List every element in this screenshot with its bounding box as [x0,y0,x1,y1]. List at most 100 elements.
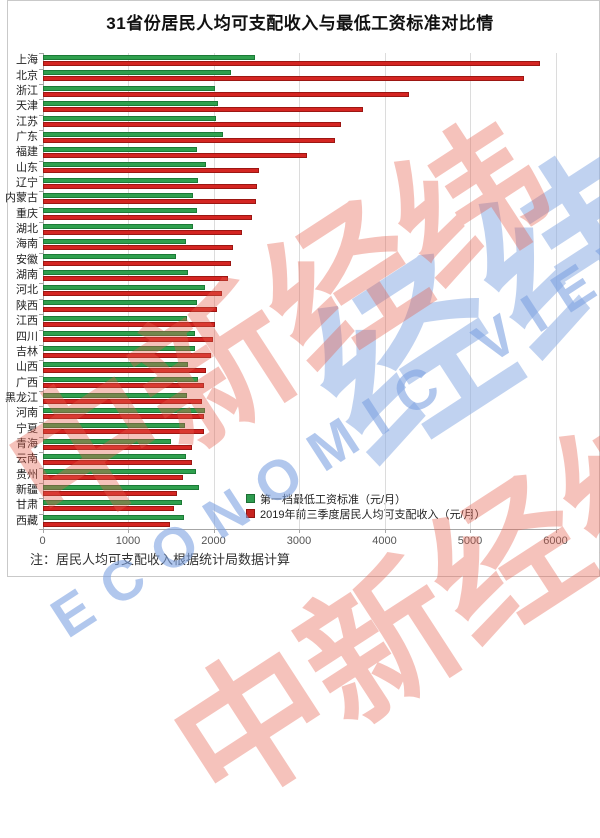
y-axis-tick [38,129,43,131]
min-wage-bar [43,116,216,122]
province-label: 山东 [16,161,38,174]
province-label: 北京 [16,69,38,82]
x-axis-tick [213,529,215,534]
y-axis-tick [38,360,43,362]
min-wage-bar [43,438,172,444]
x-axis-tick [470,529,471,534]
province-label: 山西 [16,361,38,374]
income-bar [43,475,183,481]
legend-swatch-red [246,509,255,518]
income-bar [43,460,192,466]
min-wage-bar [43,346,196,352]
min-wage-bar [43,285,206,291]
income-bar [43,352,211,358]
province-label: 新疆 [16,484,38,496]
y-axis-tick [38,160,43,162]
chart-legend: 第一档最低工资标准（元/月） 2019年前三季度居民人均可支配收入（元/月） [246,491,486,521]
y-axis-tick [38,114,43,116]
province-label: 江西 [16,315,38,328]
province-label: 陕西 [16,299,38,312]
footnote: 注：居民人均可支配收入根据统计局数据计算 [30,552,291,567]
x-axis-label: 5000 [457,535,483,548]
province-label: 河南 [16,407,38,420]
income-bar [43,229,243,235]
income-bar [43,337,214,343]
province-label: 云南 [16,453,38,466]
x-axis-tick [555,529,557,534]
y-axis-tick [38,314,43,316]
min-wage-bar [43,423,185,429]
min-wage-bar [43,254,176,260]
income-bar [43,321,215,327]
income-bar [43,76,524,82]
y-axis-tick [38,206,43,208]
x-axis-tick [299,529,300,534]
gridline-4000 [384,53,386,530]
min-wage-bar [43,331,196,337]
y-axis-tick [38,452,43,454]
x-axis-tick [128,529,129,534]
province-label: 广西 [16,376,38,389]
income-bar [43,444,192,450]
min-wage-bar [43,453,186,459]
x-axis-label: 2000 [201,535,226,548]
y-axis-tick [38,406,43,408]
gridline-1000 [128,53,129,530]
legend-item-income: 2019年前三季度居民人均可支配收入（元/月） [246,506,486,521]
province-label: 安徽 [16,253,38,266]
y-axis-tick [38,498,43,500]
min-wage-bar [43,361,189,367]
y-axis-tick [38,53,43,55]
y-axis-tick [38,513,43,515]
province-label: 西藏 [16,514,38,527]
y-axis-tick [38,329,43,331]
y-axis-tick [38,529,43,531]
income-bar [43,383,204,389]
y-axis-tick [38,176,43,177]
min-wage-bar [43,269,189,275]
province-label: 江苏 [16,115,38,128]
province-label: 宁夏 [16,422,38,435]
x-axis-tick [42,529,44,534]
min-wage-bar [43,54,256,60]
legend-swatch-green [246,494,255,503]
income-bar [43,168,260,174]
income-bar [43,275,228,281]
income-bar [43,153,308,159]
province-label: 吉林 [16,345,38,358]
income-bar [43,183,258,189]
y-axis-tick [38,222,43,224]
province-label: 湖南 [16,269,38,282]
income-bar [43,368,207,373]
income-bar [43,260,232,266]
min-wage-bar [43,484,199,490]
province-label: 黑龙江 [5,391,38,404]
y-axis-tick [38,268,43,270]
income-bar [43,414,205,420]
min-wage-bar [43,146,197,152]
province-label: 贵州 [16,468,38,481]
province-label: 四川 [16,330,38,343]
province-label: 湖北 [16,223,38,236]
y-axis-tick [38,375,43,377]
gridline-3000 [299,53,300,530]
y-axis-tick [38,237,43,239]
province-label: 内蒙古 [5,192,38,205]
min-wage-bar [43,407,206,413]
income-bar [43,490,178,496]
income-bar [43,137,336,143]
y-axis-tick [38,298,43,300]
y-axis-tick [38,483,43,484]
y-axis-tick [38,283,43,285]
province-label: 天津 [16,100,38,113]
income-bar [43,122,342,128]
min-wage-bar [43,208,197,214]
min-wage-bar [43,100,219,106]
x-axis-label: 6000 [543,535,568,548]
x-axis-label: 3000 [286,535,312,548]
gridline-6000 [555,53,557,530]
y-axis-tick [38,99,43,101]
min-wage-bar [43,239,186,244]
province-label: 辽宁 [16,177,38,189]
income-bar [43,398,203,404]
